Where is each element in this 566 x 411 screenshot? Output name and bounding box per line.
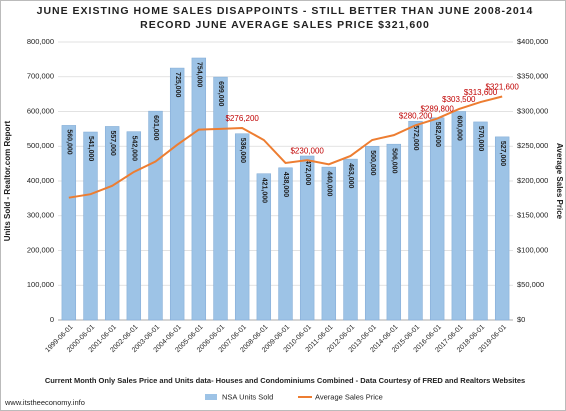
bar-value-label: 463,000 (347, 163, 354, 188)
bar (104, 126, 120, 321)
footnote: Current Month Only Sales Price and Units… (45, 376, 525, 385)
legend-label: NSA Units Sold (222, 392, 273, 401)
price-line (68, 95, 503, 199)
bar (83, 131, 98, 321)
bar (343, 158, 358, 321)
bar-value-label: 560,000 (65, 129, 72, 154)
y-tick-label: 400,000 (27, 176, 54, 185)
bar (256, 173, 272, 321)
y2-tick-label: $350,000 (517, 72, 548, 81)
y2-axis-title: Average Sales Price (555, 143, 564, 220)
bar-value-label: 725,000 (174, 72, 181, 97)
bar (278, 167, 293, 321)
bar-value-label: 527,000 (499, 141, 506, 166)
bar-value-label: 557,000 (109, 130, 116, 155)
bar (234, 133, 250, 321)
bar-value-label: 699,000 (217, 81, 224, 106)
bar (408, 120, 423, 321)
bar-value-label: 600,000 (455, 116, 462, 141)
bar (148, 110, 163, 321)
line-value-label: $289,800 (420, 105, 454, 114)
bar (473, 121, 488, 321)
y-tick-label: 500,000 (27, 141, 54, 150)
y2-tick-label: $150,000 (517, 211, 548, 220)
y2-tick-label: $0 (517, 315, 525, 324)
chart-subtitle: RECORD JUNE AVERAGE SALES PRICE $321,600 (140, 19, 430, 31)
bar-value-label: 572,000 (412, 125, 419, 150)
line-value-label: $303,500 (442, 95, 476, 104)
bar-value-label: 541,000 (87, 136, 94, 161)
bar-value-label: 536,000 (239, 138, 246, 163)
y-tick-label: 300,000 (27, 211, 54, 220)
y-tick-label: 800,000 (27, 37, 54, 46)
bar (364, 146, 380, 321)
line-value-label: $280,200 (399, 111, 433, 120)
bar (321, 166, 337, 321)
y-tick-label: 0 (50, 315, 54, 324)
bar (61, 125, 77, 321)
line-value-label: $321,600 (485, 83, 519, 92)
bar (126, 131, 142, 321)
bar (169, 67, 185, 321)
bar-value-label: 421,000 (260, 178, 267, 203)
bar (451, 111, 467, 321)
y2-tick-label: $200,000 (517, 176, 548, 185)
y-tick-label: 700,000 (27, 72, 54, 81)
bar-value-label: 438,000 (282, 172, 289, 197)
bar (299, 155, 315, 321)
bar-value-label: 582,000 (434, 122, 441, 147)
y2-tick-label: $50,000 (517, 280, 544, 289)
legend-label: Average Sales Price (315, 392, 383, 401)
bar-value-label: 440,000 (325, 171, 332, 196)
y2-tick-label: $250,000 (517, 141, 548, 150)
bar (494, 136, 510, 321)
bar-value-label: 506,000 (390, 148, 397, 173)
chart-title: JUNE EXISTING HOME SALES DISAPPOINTS - S… (37, 5, 534, 17)
bar (213, 76, 228, 321)
bar-value-label: 500,000 (369, 150, 376, 175)
y2-tick-label: $300,000 (517, 106, 548, 115)
line-value-label: $276,200 (225, 114, 259, 123)
bar-value-label: 570,000 (477, 126, 484, 151)
bar (191, 57, 207, 321)
bar-value-label: 472,000 (304, 160, 311, 185)
y-tick-label: 600,000 (27, 106, 54, 115)
y-axis-title: Units Sold - Realtor.com Report (3, 120, 12, 241)
legend-swatch (205, 394, 217, 400)
y-tick-label: 100,000 (27, 280, 54, 289)
source: www.itstheeconomy.info (4, 398, 85, 407)
bar-value-label: 542,000 (130, 136, 137, 161)
y-tick-label: 200,000 (27, 245, 54, 254)
line-value-label: $230,000 (290, 146, 324, 155)
bar-value-label: 754,000 (195, 62, 202, 87)
bar-value-label: 601,000 (152, 115, 159, 140)
bar (386, 143, 402, 321)
line-value-label: $313,600 (464, 88, 498, 97)
bar (429, 117, 445, 321)
y2-tick-label: $400,000 (517, 37, 548, 46)
y2-tick-label: $100,000 (517, 245, 548, 254)
